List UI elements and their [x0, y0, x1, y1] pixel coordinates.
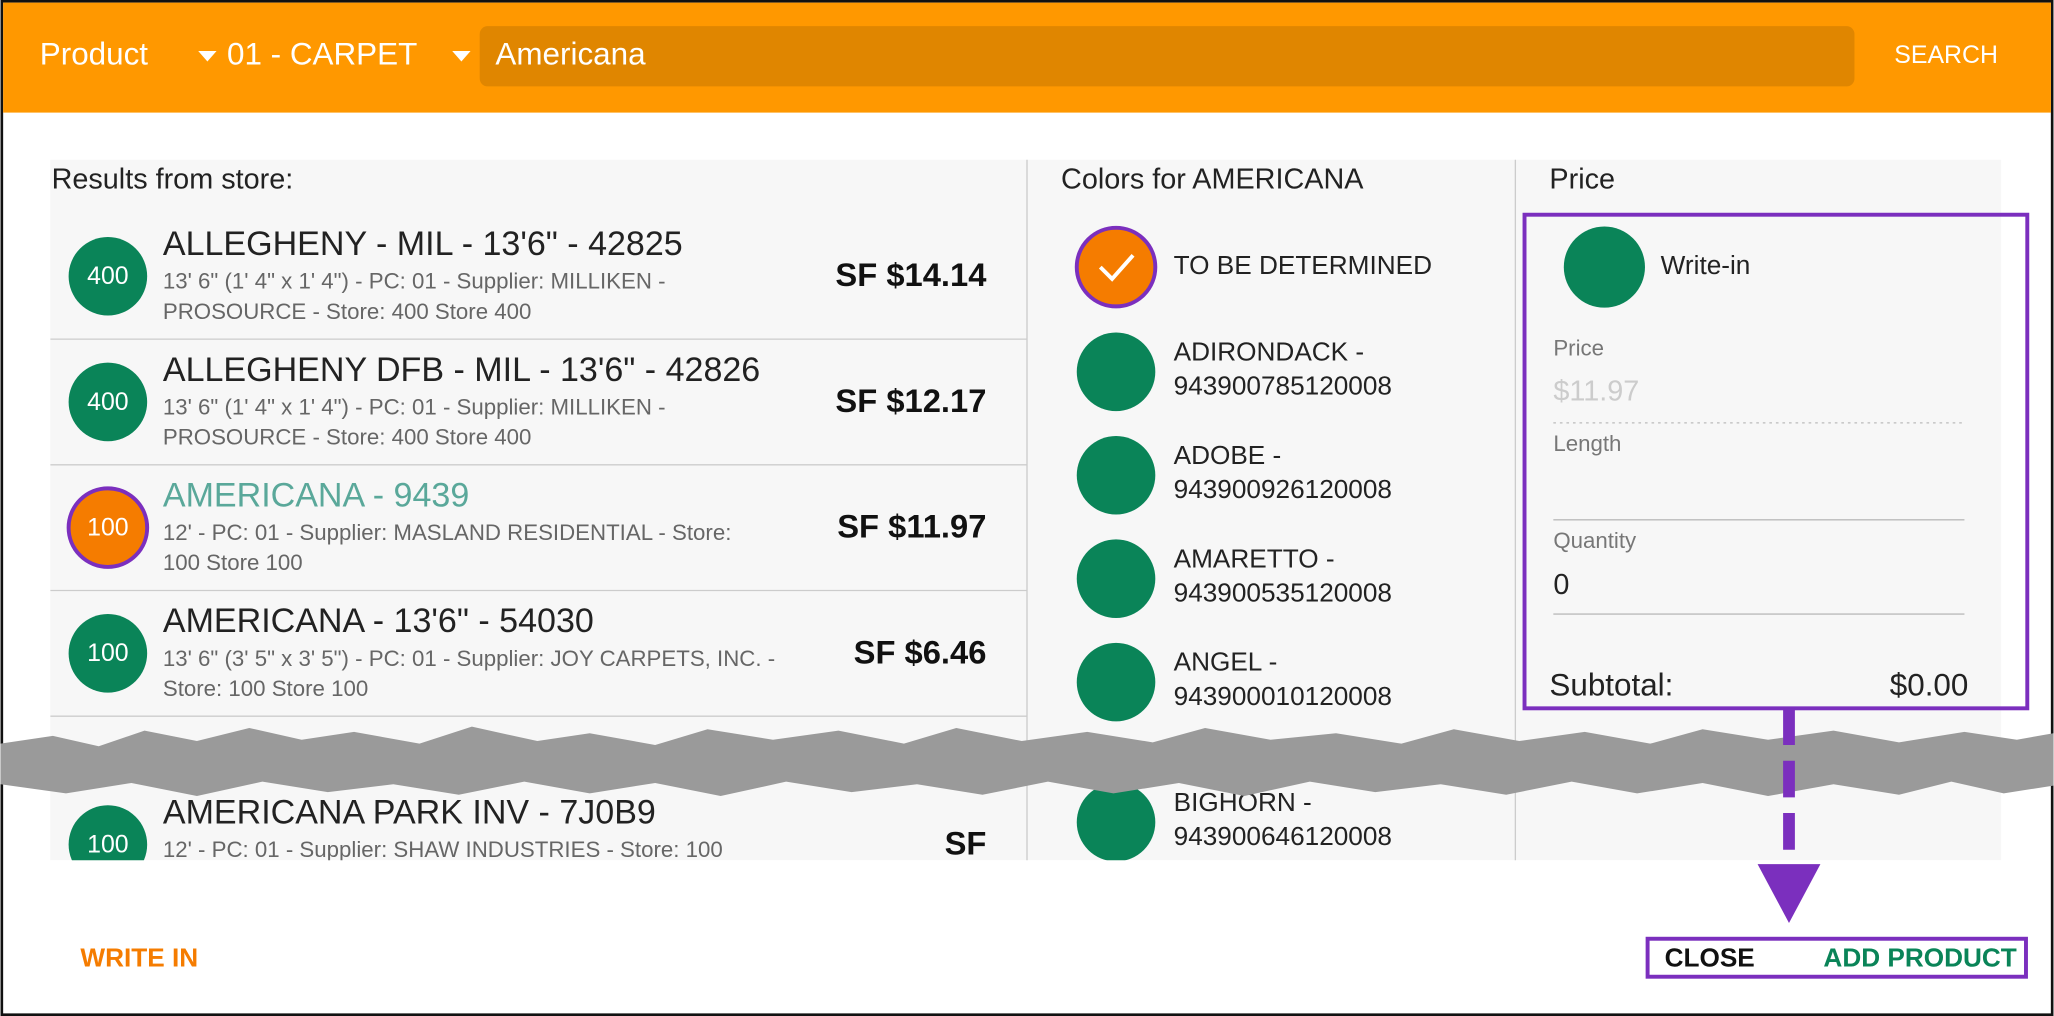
product-price: SF: [945, 824, 987, 861]
color-name[interactable]: 943900646120008: [1174, 821, 1392, 851]
product-name: AMERICANA - 13'6" - 54030: [163, 602, 594, 640]
color-name[interactable]: 943900010120008: [1174, 681, 1392, 711]
product-detail: 13' 6" (3' 5" x 3' 5") - PC: 01 - Suppli…: [163, 646, 775, 671]
dropdown-arrow: [198, 51, 217, 62]
product-detail: 12' - PC: 01 - Supplier: SHAW INDUSTRIES…: [163, 837, 723, 862]
color-swatch[interactable]: [1076, 782, 1156, 862]
product-detail: 13' 6" (1' 4" x 1' 4") - PC: 01 - Suppli…: [163, 269, 666, 294]
product-detail: 13' 6" (1' 4" x 1' 4") - PC: 01 - Suppli…: [163, 394, 666, 419]
price-title: Price: [1549, 163, 1615, 195]
add-product-button[interactable]: ADD PRODUCT: [1823, 943, 2016, 973]
write-in-button[interactable]: WRITE IN: [80, 943, 198, 973]
store-badge: [68, 805, 148, 861]
color-name[interactable]: 943900535120008: [1174, 577, 1392, 607]
search-button[interactable]: SEARCH: [1894, 41, 1998, 69]
quantity-input[interactable]: 0: [1553, 569, 1569, 601]
color-name[interactable]: AMARETTO -: [1174, 543, 1335, 573]
color-swatch[interactable]: [1076, 332, 1156, 412]
color-name[interactable]: 943900785120008: [1174, 370, 1392, 400]
arrow-head: [1757, 864, 1821, 924]
product-price: SF $6.46: [854, 633, 987, 670]
product-price: SF $12.17: [835, 382, 986, 419]
close-button[interactable]: CLOSE: [1665, 943, 1755, 973]
lists: 400 ALLEGHENY - MIL - 13'6" - 42825 13' 6"…: [50, 225, 1432, 862]
product-detail: 12' - PC: 01 - Supplier: MASLAND RESIDEN…: [163, 520, 732, 545]
color-swatch[interactable]: [1074, 225, 1158, 309]
product-detail: PROSOURCE - Store: 400 Store 400: [163, 424, 532, 449]
color-name[interactable]: ADIRONDACK -: [1174, 336, 1365, 366]
subtotal-label: Subtotal:: [1549, 668, 1673, 703]
store-badge-text: 100: [87, 830, 128, 858]
product-detail: PROSOURCE - Store: 400 Store 400: [163, 299, 532, 324]
write-in-avatar[interactable]: [1563, 226, 1645, 308]
product-price: SF $14.14: [835, 256, 987, 293]
store-badge: [68, 614, 148, 693]
color-swatch[interactable]: [1076, 539, 1156, 618]
product-price: SF $11.97: [837, 508, 986, 545]
color-swatch[interactable]: [1076, 642, 1156, 722]
color-swatch[interactable]: [1076, 435, 1156, 515]
length-label: Length: [1553, 431, 1621, 456]
check-mark: [1098, 254, 1135, 282]
color-name[interactable]: ANGEL -: [1174, 647, 1278, 677]
color-name[interactable]: ADOBE -: [1174, 440, 1282, 470]
category-dropdown[interactable]: 01 - CARPET: [227, 37, 417, 72]
highlight-box: [1645, 936, 2028, 979]
search-box[interactable]: [479, 26, 1855, 87]
product-detail: 100 Store 100: [163, 550, 303, 575]
color-name[interactable]: TO BE DETERMINED: [1174, 250, 1432, 280]
quantity-label: Quantity: [1553, 528, 1637, 553]
store-badge: [68, 236, 148, 316]
product-dropdown[interactable]: Product: [40, 37, 149, 72]
store-badge: [68, 362, 148, 442]
colors-title: Colors for AMERICANA: [1061, 163, 1364, 195]
product-name: ALLEGHENY DFB - MIL - 13'6" - 42826: [163, 351, 760, 389]
store-badge-text: 100: [87, 514, 128, 542]
subtotal-value: $0.00: [1890, 668, 1969, 703]
store-badge: [66, 486, 150, 569]
store-badge-text: 400: [87, 388, 128, 416]
price-input[interactable]: $11.97: [1553, 375, 1639, 407]
color-name[interactable]: 943900926120008: [1174, 474, 1392, 504]
write-in-label[interactable]: Write-in: [1661, 250, 1751, 280]
torn-edge: [0, 726, 2054, 797]
store-badge-text: 100: [87, 639, 128, 667]
search-text: Americana: [495, 37, 646, 72]
store-badge-text: 400: [87, 262, 128, 290]
dropdown-arrow: [452, 51, 471, 62]
price-label: Price: [1553, 335, 1604, 360]
product-detail: Store: 100 Store 100: [163, 676, 368, 701]
highlight-box: [1522, 212, 2030, 711]
results-title: Results from store:: [52, 163, 294, 195]
product-name: ALLEGHENY - MIL - 13'6" - 42825: [163, 225, 683, 263]
product-name: AMERICANA - 9439: [163, 477, 469, 515]
product-name: AMERICANA PARK INV - 7J0B9: [163, 793, 656, 831]
